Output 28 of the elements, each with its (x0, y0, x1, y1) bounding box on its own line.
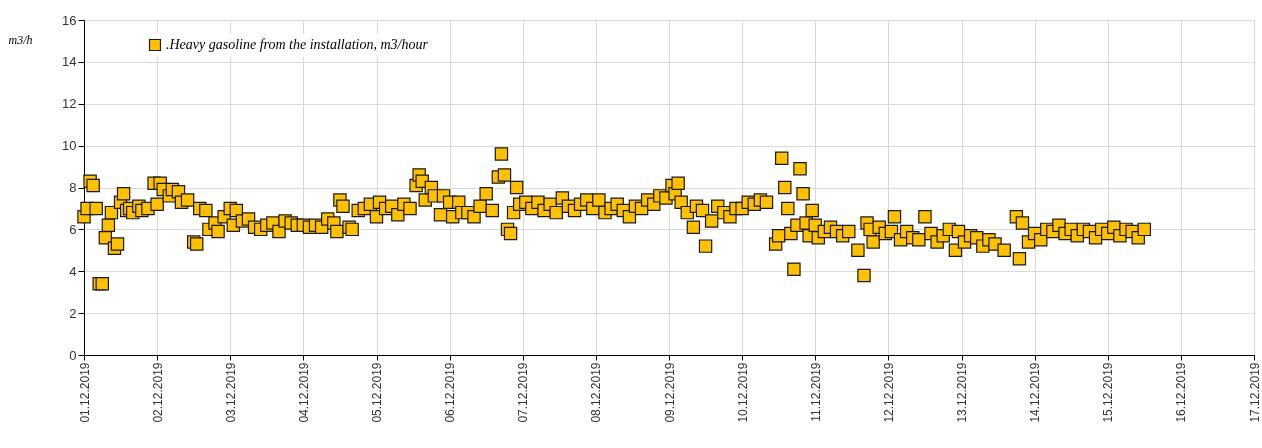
y-tick-label: 0 (69, 347, 77, 363)
y-tick-label: 16 (62, 12, 77, 28)
y-tick-label: 12 (62, 96, 77, 112)
x-tick-label: 15.12.2019 (1101, 362, 1116, 423)
x-tick-label: 01.12.2019 (77, 362, 92, 423)
x-tick-label: 02.12.2019 (150, 362, 165, 423)
x-tick-label: 08.12.2019 (589, 362, 604, 423)
legend-label: .Heavy gasoline from the installation, m3/hour (166, 37, 429, 52)
y-tick-label: 8 (69, 180, 77, 195)
x-tick-label: 04.12.2019 (296, 362, 311, 423)
y-tick-label: 4 (69, 263, 77, 279)
y-tick-label: 2 (69, 305, 77, 321)
x-tick-label: 13.12.2019 (955, 362, 969, 423)
y-tick-label: 10 (62, 138, 77, 154)
x-tick-label: 07.12.2019 (516, 362, 531, 423)
x-tick-label: 06.12.2019 (443, 362, 458, 423)
y-tick-label: 6 (69, 221, 77, 237)
x-tick-label: 14.12.2019 (1028, 362, 1043, 423)
x-tick-label: 10.12.2019 (735, 362, 750, 423)
x-tick-label: 17.12.2019 (1247, 362, 1262, 423)
x-tick-label: 12.12.2019 (881, 362, 896, 423)
y-axis-title: m3/h (8, 32, 33, 47)
y-tick-label: 14 (62, 54, 77, 70)
x-tick-label: 03.12.2019 (223, 362, 238, 423)
x-tick-label: 05.12.2019 (370, 362, 384, 423)
x-tick-label: 16.12.2019 (1174, 362, 1189, 423)
x-tick-label: 09.12.2019 (662, 362, 677, 423)
x-tick-label: 11.12.2019 (808, 362, 823, 422)
